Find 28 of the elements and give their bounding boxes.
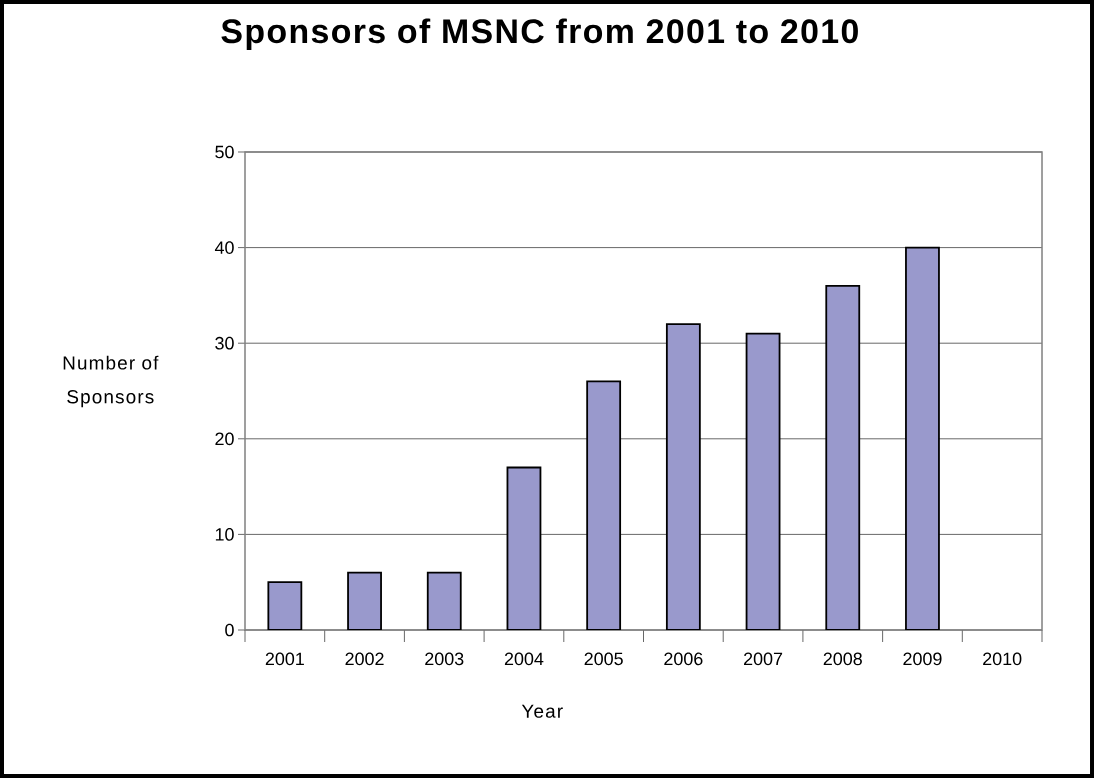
x-tick-label: 2002 bbox=[345, 652, 384, 666]
x-tick-label: 2005 bbox=[584, 652, 623, 666]
x-tick-label: 2004 bbox=[504, 652, 544, 666]
x-tick-label: 2009 bbox=[903, 652, 942, 666]
y-tick-label: 40 bbox=[214, 241, 234, 254]
x-tick-label: 2007 bbox=[744, 652, 783, 666]
x-tick-label: 2006 bbox=[664, 652, 703, 666]
y-tick-label: 10 bbox=[215, 528, 234, 541]
x-tick-label: 2008 bbox=[823, 652, 862, 666]
x-tick-label: 2003 bbox=[425, 652, 464, 666]
bar bbox=[665, 323, 701, 630]
bar bbox=[586, 380, 622, 630]
bar bbox=[267, 581, 303, 630]
y-axis-title: Number of Sponsors bbox=[63, 355, 159, 408]
x-tick-label: 2001 bbox=[265, 652, 304, 666]
y-tick-label: 30 bbox=[215, 336, 234, 350]
chart-title: Sponsors of MSNC from 2001 to 2010 bbox=[221, 18, 858, 50]
x-tick-label: 2010 bbox=[983, 652, 1022, 666]
y-tick-label: 50 bbox=[215, 145, 234, 159]
y-tick-label: 0 bbox=[225, 623, 234, 637]
y-tick-label: 20 bbox=[215, 432, 234, 446]
bar bbox=[905, 246, 940, 630]
bar bbox=[426, 571, 462, 630]
bar bbox=[347, 571, 382, 630]
bar bbox=[506, 466, 542, 630]
x-axis-title: Year bbox=[521, 704, 563, 718]
bar bbox=[745, 332, 781, 630]
bar bbox=[825, 284, 861, 630]
